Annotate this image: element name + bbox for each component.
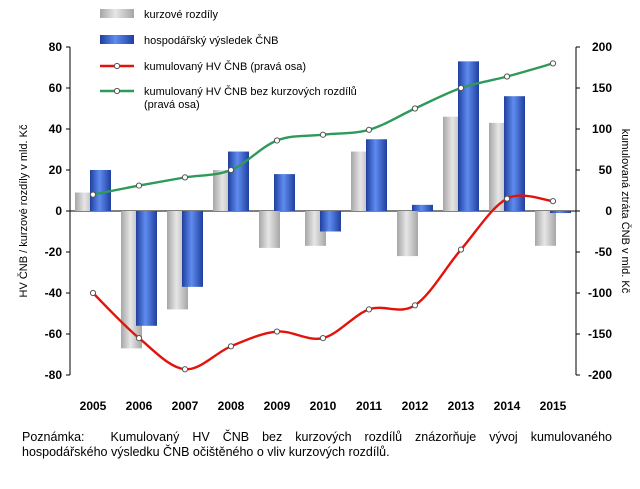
point-green xyxy=(365,126,373,133)
point-red xyxy=(227,343,235,350)
category-label: 2010 xyxy=(310,399,337,413)
bar-hospodarsky-vysledek xyxy=(504,96,525,211)
legend: kurzové rozdíly hospodářský výsledek ČNB k… xyxy=(100,9,357,111)
bar-hospodarsky-vysledek xyxy=(228,151,249,211)
category-label: 2013 xyxy=(448,399,475,413)
bar-hospodarsky-vysledek xyxy=(366,139,387,211)
category-label: 2014 xyxy=(494,399,521,413)
bar-kurzove-rozdily xyxy=(259,211,280,248)
chart-container: 80 60 40 20 0 -20 -40 -60 -80 200 150 100 50 0 -50 -100… xyxy=(17,9,632,413)
point-red xyxy=(549,198,557,205)
point-red xyxy=(319,335,327,342)
bar-hospodarsky-vysledek xyxy=(412,204,433,211)
right-tick-label: -200 xyxy=(588,368,612,382)
right-tick-label: -150 xyxy=(588,327,612,341)
chart: 806040200-20-40-60-80200150100500-50-100… xyxy=(17,9,632,413)
left-tick-label: 20 xyxy=(49,163,63,177)
category-label: 2008 xyxy=(218,399,245,413)
point-green xyxy=(273,137,281,144)
point-red xyxy=(89,289,97,297)
right-tick-label: 0 xyxy=(605,204,612,218)
bars-layer xyxy=(75,61,571,349)
right-tick-label: 100 xyxy=(592,122,612,136)
legend-label-hv: hospodářský výsledek ČNB xyxy=(144,34,279,47)
bar-kurzove-rozdily xyxy=(535,211,556,246)
category-label: 2012 xyxy=(402,399,429,413)
left-tick-label: -60 xyxy=(45,327,63,341)
left-tick-label: 80 xyxy=(49,40,63,54)
legend-marker-red xyxy=(113,62,121,70)
bar-hospodarsky-vysledek xyxy=(550,211,571,214)
footnote-text: Kumulovaný HV ČNB bez kurzových rozdílů … xyxy=(22,430,612,459)
right-axis-title: kumulovaná ztráta ČNB v mld. Kč xyxy=(619,129,632,294)
left-tick-label: 40 xyxy=(49,122,63,136)
point-green xyxy=(319,131,327,138)
left-tick-label: -80 xyxy=(45,368,63,382)
legend-marker-green xyxy=(113,87,121,95)
category-label: 2005 xyxy=(80,399,107,413)
point-red xyxy=(135,335,143,342)
point-red xyxy=(457,246,465,253)
legend-label-kurzove: kurzové rozdíly xyxy=(144,9,218,21)
right-tick-label: -100 xyxy=(588,286,612,300)
legend-swatch-blue xyxy=(100,35,134,44)
lines-layer xyxy=(89,60,557,373)
point-green xyxy=(181,174,189,181)
legend-label-green-1: kumulovaný HV ČNB bez kurzových rozdílů xyxy=(144,85,357,98)
category-label: 2015 xyxy=(540,399,567,413)
left-tick-label: 0 xyxy=(55,204,62,218)
legend-label-green-2: (pravá osa) xyxy=(144,99,200,111)
left-axis-title: HV ČNB / kurzové rozdíly v mld. Kč xyxy=(17,124,30,297)
legend-label-red: kumulovaný HV ČNB (pravá osa) xyxy=(144,60,306,73)
bar-kurzove-rozdily xyxy=(397,211,418,257)
footnote-label: Poznámka: xyxy=(22,430,85,444)
point-red xyxy=(365,306,373,313)
left-tick-label: 60 xyxy=(49,81,63,95)
category-label: 2006 xyxy=(126,399,153,413)
category-label: 2011 xyxy=(356,399,382,413)
legend-swatch-grey xyxy=(100,9,134,18)
left-tick-label: -20 xyxy=(45,245,63,259)
point-red xyxy=(503,195,511,202)
right-tick-label: 150 xyxy=(592,81,612,95)
axes-layer: 806040200-20-40-60-80200150100500-50-100… xyxy=(17,40,632,413)
point-green xyxy=(457,84,465,92)
bar-hospodarsky-vysledek xyxy=(182,211,203,287)
point-green xyxy=(503,73,511,80)
right-tick-label: -50 xyxy=(595,245,613,259)
bar-hospodarsky-vysledek xyxy=(458,61,479,211)
left-tick-label: -40 xyxy=(45,286,63,300)
point-green xyxy=(227,166,235,174)
right-tick-label: 200 xyxy=(592,40,612,54)
point-red xyxy=(181,366,189,373)
bar-hospodarsky-vysledek xyxy=(320,211,341,232)
line-green xyxy=(92,62,554,196)
bar-hospodarsky-vysledek xyxy=(274,174,295,211)
right-tick-label: 50 xyxy=(599,163,613,177)
point-green xyxy=(411,105,419,112)
point-red xyxy=(411,302,419,309)
point-green xyxy=(89,191,97,198)
point-green xyxy=(135,182,143,189)
footnote: Poznámka: Kumulovaný HV ČNB bez kurzových… xyxy=(22,430,612,460)
point-green xyxy=(549,60,557,67)
bar-hospodarsky-vysledek xyxy=(90,170,111,211)
bar-hospodarsky-vysledek xyxy=(136,211,157,326)
category-label: 2009 xyxy=(264,399,291,413)
category-label: 2007 xyxy=(172,399,199,413)
point-red xyxy=(273,328,281,335)
